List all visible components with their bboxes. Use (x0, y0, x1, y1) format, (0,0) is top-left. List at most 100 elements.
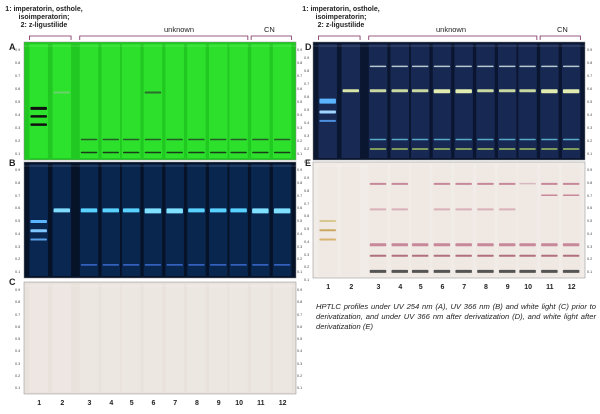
plate-a-right-rf-5: 0.4 (297, 113, 303, 117)
plate-b-lane-7 (165, 164, 184, 276)
right-unknown-label: unknown (436, 25, 467, 34)
plate-c-left-rf-1: 0.8 (15, 300, 21, 305)
plate-c-lane-7 (165, 284, 184, 392)
plate-a-left-rf-4: 0.5 (15, 100, 21, 104)
plate-d-left-rf-3: 0.6 (304, 95, 310, 99)
left-standards-bracket (29, 35, 72, 40)
plate-a-lane-5-band-2 (122, 151, 140, 154)
plate-a-lane-1-band-2 (30, 115, 47, 118)
plate-e-lane-9 (497, 164, 517, 276)
plate-e-left-rf-0: 0.9 (304, 176, 310, 180)
plate-b-right-rf-8: 0.1 (297, 270, 303, 274)
left-lane-number-6: 6 (151, 400, 156, 407)
plate-d-left-rf-5: 0.4 (304, 121, 310, 125)
plate-e-right-rf-2: 0.7 (587, 193, 593, 198)
plate-e-lane-2 (341, 164, 361, 276)
plate-a-lane-10-band-2 (230, 151, 247, 154)
plate-e-lane-12-band-5 (562, 269, 580, 273)
plate-a-lane-7-band-2 (166, 151, 183, 154)
plate-e-left-rf-7: 0.2 (304, 265, 310, 270)
plate-c-right-rf-5: 0.4 (297, 349, 303, 354)
plate-a-right-rf-8: 0.1 (297, 152, 303, 156)
plate-a-lane-4-band-2 (102, 151, 120, 154)
left-unknown-bracket (79, 35, 249, 40)
plate-e-lane-8 (476, 164, 495, 276)
plate-a-lane-5 (121, 44, 141, 158)
plate-d-lane-8-band-1 (477, 65, 494, 68)
plate-c-left-rf-0: 0.9 (15, 288, 21, 292)
plate-d-lane-11 (540, 44, 559, 158)
plate-e-right-rf-1: 0.8 (587, 180, 593, 185)
plate-a-lane-2 (52, 44, 72, 158)
left-lane-number-5: 5 (129, 400, 134, 407)
plate-d-lane-2 (341, 44, 361, 158)
plate-e-lane-4-band-1 (391, 182, 409, 185)
plate-e-lane-1-band-3 (319, 238, 336, 241)
plate-e-lane-3-band-3 (369, 243, 387, 247)
plate-d-left-rf-1: 0.8 (304, 69, 310, 73)
plate-d-lane-12 (561, 44, 581, 158)
plate-c-right-rf-2: 0.7 (297, 312, 303, 317)
plate-b-lane-7-band-1 (166, 208, 183, 214)
plate-b-lane-9-band-1 (209, 208, 227, 213)
plate-e-lane-5 (410, 164, 430, 276)
plate-e-lane-11-band-2 (541, 194, 558, 196)
plate-b-lane-3 (79, 164, 99, 276)
plate-e-lane-7 (454, 164, 473, 276)
plate-b-left-rf-4: 0.5 (15, 219, 21, 223)
plate-e-lane-5-band-2 (411, 254, 429, 257)
left-lane-number-9: 9 (216, 400, 221, 407)
left-lane-number-10: 10 (235, 400, 243, 407)
plate-d-lane-10 (518, 44, 537, 158)
plate-d-lane-6-band-1 (433, 65, 451, 68)
plate-a-lane-4-band-1 (102, 138, 120, 141)
plate-e-lane-8-band-4 (477, 254, 494, 257)
plate-e-lane-3-band-1 (369, 182, 387, 185)
plate-d-lane-4-band-1 (391, 65, 409, 68)
right-unknown-bracket (368, 35, 538, 40)
plate-e-lane-7-band-4 (455, 254, 472, 257)
plate-d-lane-10-band-2 (519, 89, 536, 93)
plate-d-lane-8-band-2 (477, 89, 494, 93)
plate-a-left-rf-0: 0.9 (15, 48, 21, 52)
plate-a-right-rf-3: 0.6 (297, 87, 303, 91)
plate-e-left-rf-1: 0.8 (304, 188, 310, 193)
plate-e-lane-1-band-1 (319, 220, 336, 222)
plate-e-lane-4-band-3 (391, 243, 409, 247)
left-lane-number-12: 12 (278, 400, 287, 407)
plate-a-left-rf-7: 0.2 (15, 139, 21, 143)
left-cn-label: CN (264, 25, 275, 34)
plate-e-lane-7-band-2 (455, 208, 472, 211)
left-lane-number-2: 2 (60, 400, 65, 407)
plate-label-a: A (9, 42, 16, 52)
plate-e-left-rf-8: 0.1 (304, 278, 310, 282)
plate-a-lane-10-band-1 (230, 138, 247, 141)
plate-e-lane-9-band-4 (498, 254, 516, 257)
plate-a-lane-12-band-1 (273, 138, 291, 141)
plate-b-lane-7-band-2 (166, 264, 183, 266)
plate-d-lane-1-band-2 (319, 110, 336, 114)
plate-d-left-rf-4: 0.5 (304, 108, 310, 112)
plate-a-lane-1 (29, 44, 48, 158)
plate-d-lane-7-band-4 (455, 148, 472, 150)
right-lane-number-9: 9 (505, 284, 510, 291)
plate-a-lane-9-band-1 (209, 138, 227, 141)
right-lane-number-2: 2 (349, 284, 354, 291)
plate-c-lane-4 (101, 284, 121, 392)
plate-b-left-rf-7: 0.2 (15, 257, 21, 262)
plate-d-lane-11-band-1 (541, 65, 558, 68)
plate-e-lane-11-band-4 (541, 254, 558, 257)
plate-e-lane-7-band-1 (455, 182, 472, 185)
plate-b-left-rf-6: 0.3 (15, 244, 21, 249)
plate-e-lane-5-band-3 (411, 269, 429, 273)
plate-d-left-rf-6: 0.3 (304, 134, 310, 138)
plate-d-right-rf-4: 0.5 (587, 100, 593, 104)
plate-e-right-rf-7: 0.2 (587, 257, 593, 262)
plate-d-lane-9 (497, 44, 517, 158)
plate-b-left-rf-1: 0.8 (15, 180, 21, 185)
plate-a-right-rf-7: 0.2 (297, 139, 303, 143)
plate-e-right-rf-5: 0.4 (587, 231, 593, 236)
plate-a-lane-11-band-2 (252, 151, 269, 154)
plate-a-lane-8 (187, 44, 206, 158)
plate-d-right-rf-3: 0.6 (587, 87, 593, 91)
